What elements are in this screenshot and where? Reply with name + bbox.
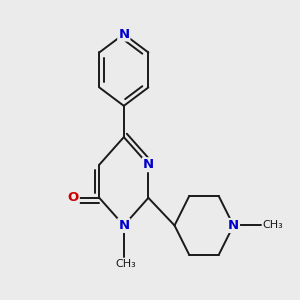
Text: N: N <box>118 219 129 232</box>
Text: N: N <box>143 158 154 171</box>
Text: O: O <box>68 191 79 204</box>
Text: N: N <box>118 28 129 40</box>
Text: CH₃: CH₃ <box>263 220 284 230</box>
Text: N: N <box>228 219 239 232</box>
Text: CH₃: CH₃ <box>115 259 136 269</box>
